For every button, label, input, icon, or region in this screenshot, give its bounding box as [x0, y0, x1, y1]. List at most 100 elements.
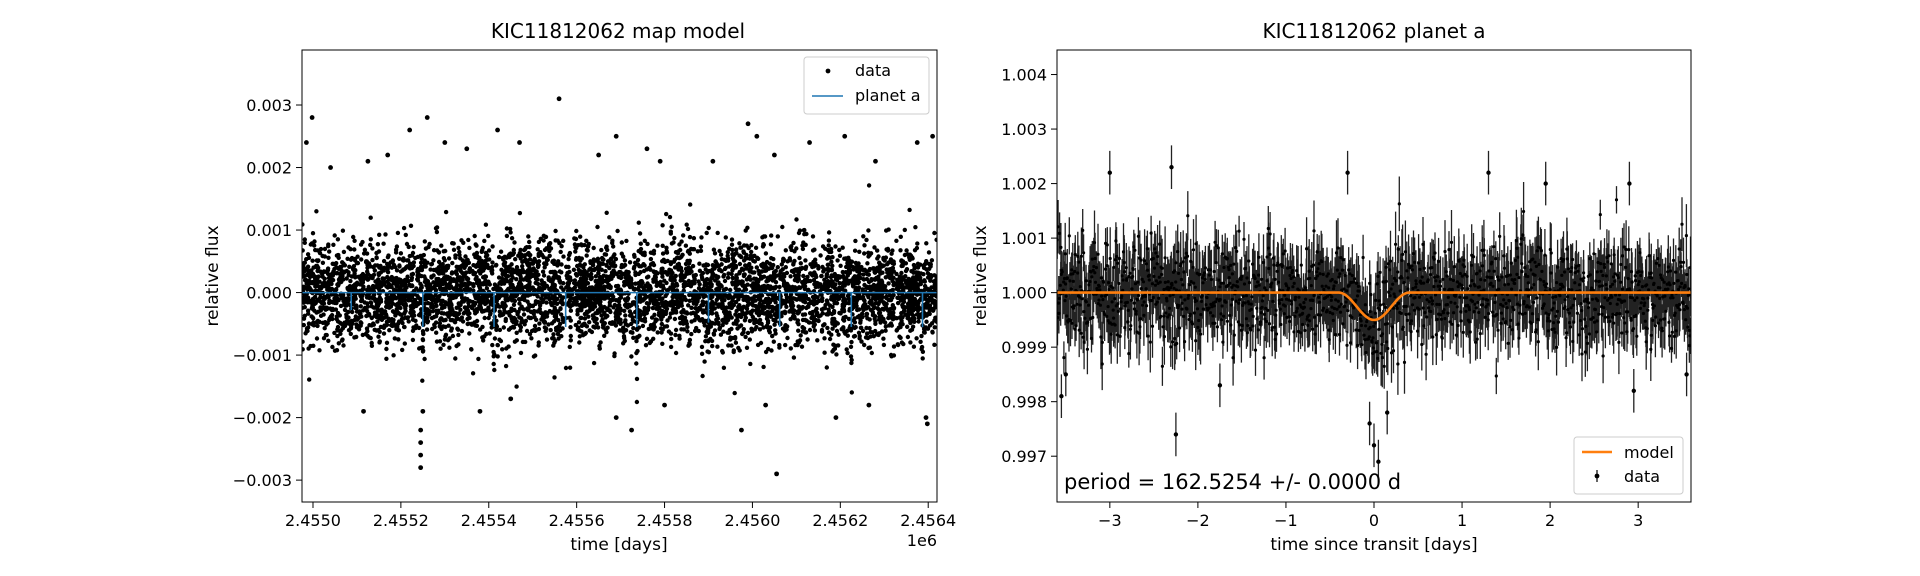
right-y-ticks: 0.997 0.998 0.999 1.000 1.001 1.002 1.003 1.004: [1001, 66, 1057, 466]
right-xtick-label: 0: [1369, 511, 1379, 530]
left-data-outlier: [745, 121, 751, 127]
right-ytick-label: 1.002: [1001, 175, 1047, 194]
left-data-scatter: [302, 183, 937, 405]
left-data-outlier: [873, 158, 878, 164]
left-xtick-label: 2.4550: [285, 511, 341, 530]
left-xtick-label: 2.4564: [900, 511, 956, 530]
left-data-outlier: [613, 415, 619, 421]
right-panel: KIC11812062 planet a −3 −2 −1 0 1 2 3 0.9970.9…: [971, 19, 1692, 555]
left-data-outlier: [763, 402, 769, 408]
left-x-offset-label: 1e6: [907, 531, 937, 550]
left-x-ticks: 2.4550 2.4552 2.4554 2.4556 2.4558 2.4560 2.45…: [285, 502, 956, 530]
right-ytick-label: 1.004: [1001, 66, 1047, 85]
left-ytick-label: −0.003: [233, 471, 292, 490]
left-xtick-label: 2.4558: [637, 511, 693, 530]
left-data-outlier: [418, 427, 424, 433]
left-data-outlier: [772, 152, 777, 158]
right-xtick-label: 1: [1457, 511, 1467, 530]
legend-data-marker: [825, 68, 831, 74]
left-data-outlier: [517, 140, 522, 145]
left-data-outlier: [613, 133, 619, 139]
right-ytick-label: 0.998: [1001, 393, 1047, 412]
left-data-outlier: [710, 158, 716, 164]
left-y-axis-label: relative flux: [203, 225, 223, 326]
right-ytick-label: 0.999: [1001, 338, 1047, 357]
left-data-outlier: [833, 415, 839, 421]
left-data-outlier: [508, 396, 514, 402]
left-data-outlier: [930, 133, 936, 139]
left-data-outlier: [914, 140, 920, 145]
left-ytick-label: −0.002: [233, 409, 292, 428]
left-data-outlier: [774, 471, 780, 477]
left-ytick-label: 0.001: [246, 221, 292, 240]
left-data-outlier: [754, 133, 760, 139]
left-xtick-label: 2.4552: [373, 511, 429, 530]
left-data-outlier: [807, 140, 812, 145]
left-data-outlier: [464, 146, 470, 152]
left-data-points: [302, 96, 937, 477]
left-data-outlier: [924, 421, 930, 427]
left-data-outlier: [477, 408, 483, 414]
left-xtick-label: 2.4560: [724, 511, 780, 530]
right-ytick-label: 1.001: [1001, 229, 1047, 248]
left-legend: data planet a: [803, 56, 930, 115]
left-title: KIC11812062 map model: [491, 19, 745, 43]
left-data-outlier: [424, 115, 430, 120]
left-data-outlier: [385, 152, 391, 158]
right-model-layer: [1057, 291, 1691, 322]
left-data-outlier: [309, 115, 315, 120]
right-ytick-label: 1.000: [1001, 284, 1047, 303]
right-x-ticks: −3 −2 −1 0 1 2 3: [1098, 502, 1643, 530]
left-x-axis-label: time [days]: [570, 535, 667, 555]
right-legend-model: model: [1624, 443, 1674, 462]
right-title: KIC11812062 planet a: [1262, 19, 1485, 43]
left-ytick-label: 0.000: [246, 284, 292, 303]
right-xtick-label: −1: [1274, 511, 1298, 530]
right-ytick-label: 1.003: [1001, 120, 1047, 139]
left-data-outlier: [842, 133, 848, 139]
left-data-outlier: [657, 158, 663, 164]
left-data-outlier: [556, 96, 562, 102]
left-data-outlier: [328, 165, 333, 170]
left-model-layer: [302, 291, 937, 327]
left-data-outlier: [361, 408, 366, 414]
left-data-outlier: [442, 140, 448, 145]
left-xtick-label: 2.4556: [549, 511, 605, 530]
left-data-outlier: [644, 146, 650, 152]
left-data-outlier: [495, 127, 500, 133]
left-data-outlier: [418, 465, 424, 471]
right-y-axis-label: relative flux: [971, 225, 991, 326]
left-ytick-label: −0.001: [233, 346, 292, 365]
right-data-points: [1057, 145, 1691, 484]
right-x-axis-label: time since transit [days]: [1270, 535, 1477, 555]
left-data-outlier: [629, 427, 634, 433]
left-data-outlier: [662, 402, 667, 408]
left-legend-box: [803, 56, 930, 115]
left-data-outlier: [418, 440, 424, 446]
period-annotation: period = 162.5254 +/- 0.0000 d: [1064, 470, 1401, 494]
left-ytick-label: 0.002: [246, 159, 292, 178]
right-ytick-label: 0.997: [1001, 447, 1047, 466]
right-legend-data: data: [1624, 467, 1660, 486]
left-legend-data: data: [855, 61, 891, 80]
model-curve: [1057, 291, 1691, 322]
left-panel: KIC11812062 map model 2.4550 2.4552 2.4554…: [203, 19, 956, 555]
left-legend-planet: planet a: [855, 86, 921, 105]
left-data-outlier: [420, 408, 426, 414]
right-xtick-label: −2: [1186, 511, 1210, 530]
left-data-outlier: [739, 427, 744, 433]
left-xtick-label: 2.4554: [461, 511, 517, 530]
left-y-ticks: −0.003 −0.002 −0.001 0.000 0.001 0.002 0.003: [233, 96, 302, 490]
right-xtick-label: 3: [1633, 511, 1643, 530]
legend-data-point: [1594, 473, 1600, 479]
left-data-outlier: [418, 452, 424, 458]
right-legend: model data: [1573, 436, 1684, 495]
right-data-errorbars: [1057, 145, 1691, 484]
left-xtick-label: 2.4562: [812, 511, 868, 530]
right-xtick-label: −3: [1098, 511, 1122, 530]
left-ytick-label: 0.003: [246, 96, 292, 115]
left-data-outlier: [303, 140, 309, 145]
left-data-outlier: [923, 415, 929, 421]
left-data-outlier: [407, 127, 413, 133]
